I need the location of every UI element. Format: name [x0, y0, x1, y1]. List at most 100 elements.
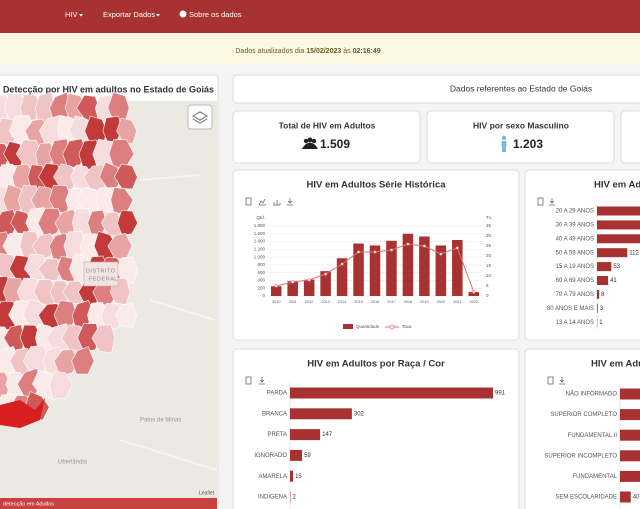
update-banner — [0, 35, 640, 65]
road — [139, 174, 201, 181]
bar — [320, 271, 331, 296]
line-point — [274, 284, 278, 288]
category-label: 15 A 19 ANOS — [556, 264, 594, 270]
y2-tick-label: 5 — [486, 283, 489, 288]
place-label: Uberlândia — [58, 460, 88, 466]
line-point — [291, 280, 295, 284]
legend-label: Quantidade — [356, 324, 380, 329]
line-point — [422, 244, 426, 248]
value-label: 3 — [600, 306, 604, 312]
y2-tick-label: 30 — [486, 233, 492, 238]
category-label: SEM ESCOLARIDADE — [555, 495, 617, 501]
line-point — [389, 248, 394, 252]
map[interactable] — [0, 91, 218, 498]
card-value: 1.203 — [513, 137, 543, 151]
region — [71, 346, 95, 375]
x-tick-label: 2012 — [305, 300, 313, 304]
x-tick-label: 2014 — [338, 300, 346, 304]
bar — [620, 409, 640, 421]
y2-tick-label: 0 — [486, 293, 489, 298]
bar — [369, 245, 381, 296]
x-tick-label: 2019 — [420, 300, 428, 304]
y-tick-label: 1.000 — [254, 254, 266, 259]
card — [620, 110, 640, 164]
region — [37, 258, 62, 282]
line-point — [307, 278, 311, 282]
bar — [620, 429, 640, 441]
value-label: 2 — [292, 495, 296, 501]
nav-about[interactable]: Sobre os dados — [189, 10, 242, 19]
y-tick-label: 1.600 — [254, 231, 266, 236]
line-point — [324, 272, 328, 276]
line-point — [356, 250, 361, 254]
district — [83, 261, 119, 287]
region — [117, 210, 138, 236]
x-tick-label: 2022 — [470, 300, 478, 304]
y-tick-label: 1.200 — [254, 247, 266, 252]
card — [426, 110, 615, 164]
chart-panel — [524, 348, 640, 509]
category-label: 20 A 29 ANOS — [556, 209, 594, 215]
update-prefix: Dados atualizados dia — [235, 48, 304, 55]
toolbar-icons[interactable] — [245, 197, 565, 385]
category-label: AMARELA — [258, 474, 287, 480]
x-tick-label: 2011 — [289, 300, 297, 304]
category-label: 50 A 59 ANOS — [556, 250, 594, 256]
value-label: 59 — [304, 453, 311, 459]
category-label: PRETA — [267, 432, 287, 438]
layers-button[interactable] — [187, 104, 213, 130]
value-label: 53 — [613, 264, 620, 270]
card-title: Total de HIV em Adultos — [279, 120, 376, 130]
bar — [597, 220, 640, 230]
legend-swatch — [343, 324, 353, 329]
region — [48, 370, 73, 400]
caret — [79, 14, 83, 17]
x-tick-label: 2018 — [404, 300, 412, 304]
y-tick-label: 200 — [257, 285, 265, 290]
region — [37, 207, 63, 239]
region — [113, 163, 138, 190]
update-text: Dados atualizados dia 15/02/2023 às 02:1… — [235, 48, 380, 55]
map-legend — [0, 498, 217, 509]
y2-axis-title: Tx. — [486, 215, 492, 220]
nav-hiv[interactable]: HIV — [65, 10, 78, 19]
bar — [290, 449, 303, 461]
bar — [620, 470, 640, 482]
category-label: SUPERIOR COMPLETO — [550, 412, 617, 418]
x-tick-label: 2013 — [321, 300, 329, 304]
line-point — [472, 290, 476, 294]
line-point — [340, 262, 344, 266]
y-tick-label: 1.400 — [254, 239, 266, 244]
card-title: HIV por sexo Masculino — [473, 120, 569, 130]
chart-panel — [232, 348, 520, 509]
region-header — [232, 74, 640, 104]
region — [100, 302, 125, 330]
category-label: 60 A 69 ANOS — [556, 278, 594, 284]
navbar — [0, 0, 640, 33]
chart-title: HIV em Adultos Série Histórica — [306, 180, 446, 191]
update-joiner: às — [343, 48, 351, 55]
value-label: 1 — [599, 320, 603, 326]
male-icon — [501, 135, 507, 152]
bar — [290, 387, 493, 399]
line-point — [373, 250, 377, 254]
bar — [270, 286, 282, 296]
category-label: FUNDAMENTAL — [572, 474, 617, 480]
value-label: 41 — [610, 278, 617, 284]
value-label: 147 — [322, 432, 333, 438]
category-label: SUPERIOR INCOMPLETO — [544, 453, 617, 459]
region — [19, 94, 42, 123]
bar — [290, 429, 321, 441]
chart-title: HIV em Adultos por Raça / Cor — [307, 359, 445, 370]
category-label: 40 A 49 ANOS — [556, 236, 594, 242]
x-tick-label: 2010 — [272, 300, 280, 304]
nav-export[interactable]: Exportar Dados — [103, 10, 155, 19]
category-label: 30 A 39 ANOS — [556, 222, 594, 228]
region — [91, 324, 116, 354]
bar — [353, 243, 364, 296]
value-label: 991 — [495, 391, 506, 397]
chart-title: HIV em Adultos por Faixa Etária — [594, 180, 640, 191]
caret — [156, 14, 160, 17]
x-tick-label: 2017 — [387, 300, 395, 304]
category-label: 70 A 79 ANOS — [556, 292, 594, 298]
